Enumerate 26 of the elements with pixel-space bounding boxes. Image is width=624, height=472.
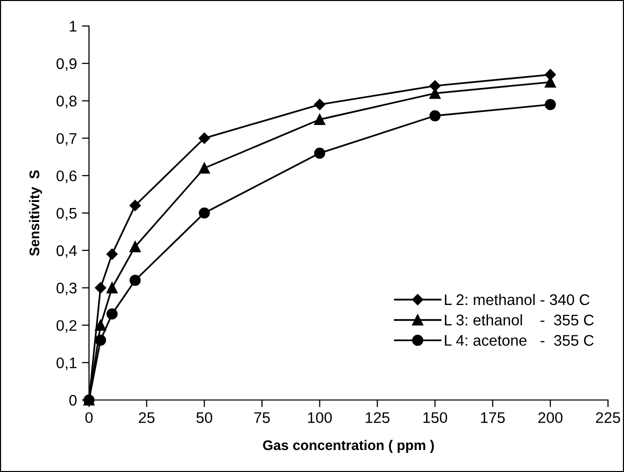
legend-label: L 2: methanol - 340 C bbox=[444, 294, 590, 306]
y-tick-label: 0,2 bbox=[56, 320, 76, 333]
y-tick-label: 0,7 bbox=[56, 133, 76, 146]
y-tick-label: 0,1 bbox=[56, 357, 76, 370]
legend-label: L 4: acetone - 355 C bbox=[444, 335, 594, 346]
x-tick-label: 150 bbox=[423, 412, 448, 424]
x-axis-title: Gas concentration ( ppm ) bbox=[263, 440, 434, 453]
x-tick-label: 175 bbox=[481, 412, 505, 424]
x-tick-label: 25 bbox=[138, 412, 155, 424]
y-tick-label: 0,3 bbox=[56, 282, 77, 296]
y-tick-label: 0,8 bbox=[56, 96, 77, 108]
y-tick-label: 0,6 bbox=[56, 170, 77, 184]
y-tick-label: 1 bbox=[70, 21, 76, 32]
x-tick-label: 200 bbox=[538, 412, 562, 424]
x-tick-label: 75 bbox=[254, 412, 270, 424]
x-tick-label: 100 bbox=[308, 412, 332, 424]
y-axis-title: Sensitivity S bbox=[29, 170, 42, 256]
legend-label: L 3: ethanol - 355 C bbox=[444, 314, 594, 326]
y-tick-label: 0,4 bbox=[56, 245, 77, 258]
x-tick-label: 50 bbox=[196, 412, 212, 424]
x-tick-label: 125 bbox=[366, 412, 390, 424]
y-tick-label: 0,9 bbox=[56, 58, 76, 71]
x-tick-label: 0 bbox=[85, 412, 93, 424]
y-tick-label: 0 bbox=[69, 394, 77, 406]
y-tick-label: 0,5 bbox=[56, 208, 77, 220]
x-tick-label: 225 bbox=[596, 412, 620, 424]
